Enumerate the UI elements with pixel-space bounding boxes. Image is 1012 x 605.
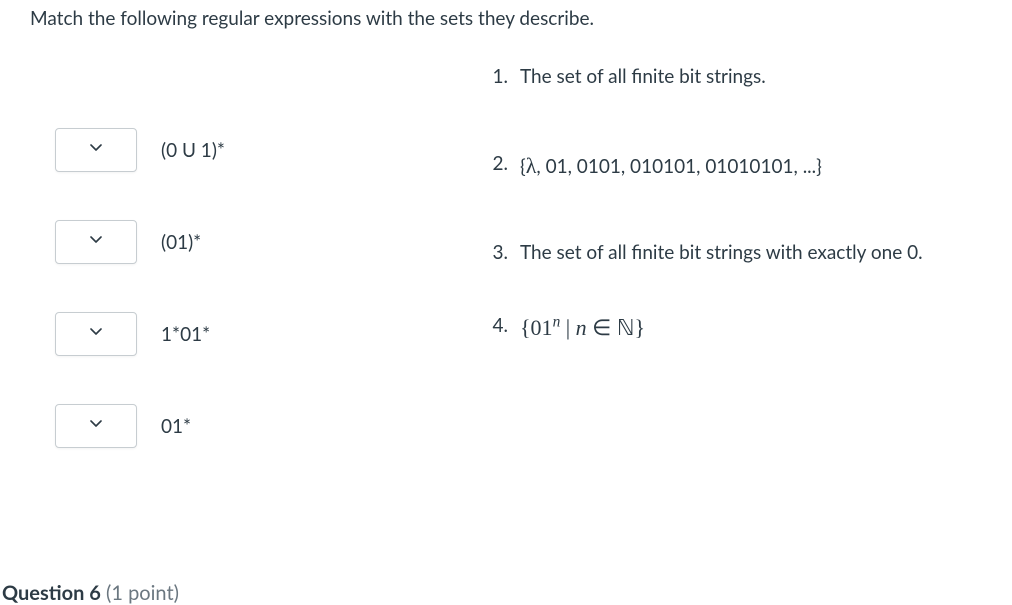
match-row: (0 U 1)*	[55, 128, 490, 172]
match-row: 1*01*	[55, 312, 490, 356]
answer-item: 1. The set of all finite bit strings.	[490, 62, 1012, 91]
match-select-3[interactable]	[55, 312, 137, 356]
chevron-down-icon	[90, 144, 102, 156]
next-question-points: (1 point)	[101, 581, 179, 605]
answer-number: 4.	[490, 311, 520, 345]
answer-text: {λ, 01, 0101, 010101, 01010101, ...}	[520, 149, 1012, 183]
chevron-down-icon	[90, 420, 102, 432]
answer-item: 4. {01n | n ∈ ℕ}	[490, 311, 1012, 345]
match-select-4[interactable]	[55, 404, 137, 448]
answer-item: 3. The set of all finite bit strings wit…	[490, 238, 1012, 267]
match-column: (0 U 1)* (01)* 1*01* 01	[0, 100, 490, 496]
chevron-down-icon	[90, 236, 102, 248]
next-question-title: Question 6	[2, 581, 101, 605]
match-row: 01*	[55, 404, 490, 448]
answer-text: {01n | n ∈ ℕ}	[520, 311, 1012, 345]
answer-column: 1. The set of all finite bit strings. 2.…	[490, 100, 1012, 496]
match-select-2[interactable]	[55, 220, 137, 264]
match-row: (01)*	[55, 220, 490, 264]
chevron-down-icon	[90, 328, 102, 340]
answer-number: 1.	[490, 62, 520, 91]
answer-number: 2.	[490, 149, 520, 183]
question-body: (0 U 1)* (01)* 1*01* 01	[0, 100, 1012, 496]
next-question-header: Question 6 (1 point)	[0, 581, 179, 605]
match-label: (01)*	[161, 231, 201, 254]
answer-list: 1. The set of all finite bit strings. 2.…	[490, 62, 1012, 345]
answer-number: 3.	[490, 238, 520, 267]
match-label: 1*01*	[161, 323, 210, 346]
match-label: 01*	[161, 415, 191, 438]
question-prompt: Match the following regular expressions …	[0, 0, 1012, 30]
match-label: (0 U 1)*	[161, 139, 225, 162]
answer-text: The set of all finite bit strings with e…	[520, 238, 1012, 267]
match-select-1[interactable]	[55, 128, 137, 172]
answer-item: 2. {λ, 01, 0101, 010101, 01010101, ...}	[490, 149, 1012, 183]
answer-text: The set of all finite bit strings.	[520, 62, 1012, 91]
